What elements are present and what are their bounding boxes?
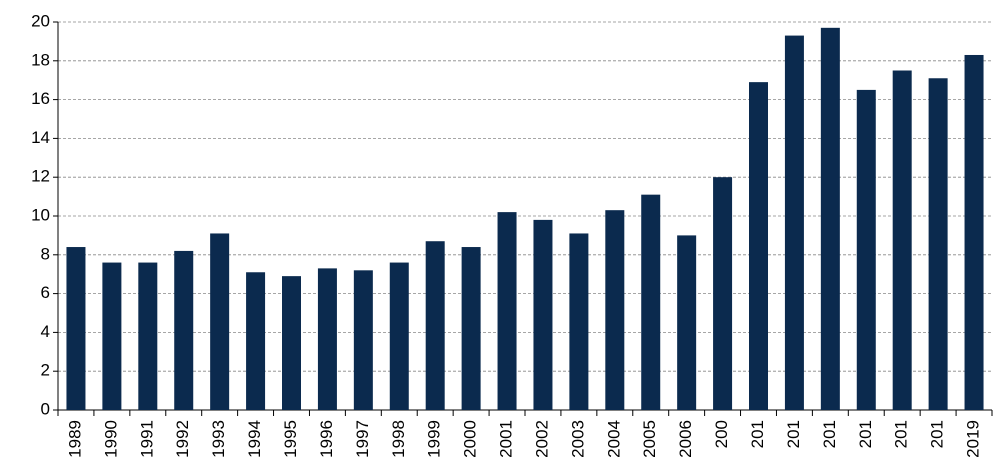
y-tick-label: 20 bbox=[31, 11, 50, 30]
bar bbox=[892, 70, 912, 410]
bar bbox=[497, 212, 517, 410]
bar bbox=[784, 35, 804, 411]
x-tick-label: 1994 bbox=[245, 420, 264, 458]
y-tick-label: 14 bbox=[31, 128, 50, 147]
x-tick-label: 1998 bbox=[389, 420, 408, 458]
y-tick-label: 8 bbox=[41, 244, 50, 263]
bar bbox=[353, 270, 373, 410]
x-tick-label: 1999 bbox=[425, 420, 444, 458]
y-tick-label: 10 bbox=[31, 205, 50, 224]
bar bbox=[174, 250, 194, 410]
bar bbox=[713, 177, 733, 410]
x-tick-label: 1996 bbox=[317, 420, 336, 458]
bar bbox=[641, 194, 661, 410]
y-tick-label: 0 bbox=[41, 399, 50, 418]
bar bbox=[461, 247, 481, 410]
bar bbox=[677, 235, 697, 410]
x-tick-label: 2004 bbox=[604, 420, 623, 458]
x-tick-label: 2019 bbox=[964, 420, 983, 458]
y-tick-label: 16 bbox=[31, 89, 50, 108]
y-tick-label: 2 bbox=[41, 361, 50, 380]
bar bbox=[605, 210, 625, 410]
bar bbox=[425, 241, 445, 410]
x-tick-label: 1991 bbox=[137, 420, 156, 458]
x-tick-label: 1993 bbox=[209, 420, 228, 458]
x-tick-label: 2003 bbox=[568, 420, 587, 458]
bar bbox=[138, 262, 158, 410]
x-tick-label: 201 bbox=[928, 420, 947, 448]
x-tick-label: 2005 bbox=[640, 420, 659, 458]
y-tick-label: 18 bbox=[31, 50, 50, 69]
x-tick-label: 2000 bbox=[461, 420, 480, 458]
x-tick-label: 1997 bbox=[353, 420, 372, 458]
bar bbox=[569, 233, 589, 410]
bar bbox=[66, 247, 86, 410]
bar bbox=[820, 27, 840, 410]
bar bbox=[533, 219, 553, 410]
x-tick-label: 201 bbox=[892, 420, 911, 448]
bar bbox=[856, 89, 876, 411]
x-tick-label: 201 bbox=[856, 420, 875, 448]
x-tick-label: 1989 bbox=[65, 420, 84, 458]
bar bbox=[389, 262, 409, 410]
bar bbox=[749, 82, 768, 410]
bar bbox=[317, 268, 337, 410]
x-tick-label: 2006 bbox=[676, 420, 695, 458]
bar bbox=[210, 233, 230, 410]
x-tick-label: 1995 bbox=[281, 420, 300, 458]
x-tick-label: 200 bbox=[712, 420, 731, 448]
x-tick-label: 2002 bbox=[532, 420, 551, 458]
bar bbox=[964, 54, 984, 410]
x-tick-label: 1990 bbox=[101, 420, 120, 458]
y-tick-label: 4 bbox=[41, 322, 50, 341]
bar bbox=[928, 78, 948, 410]
bar bbox=[246, 272, 266, 410]
x-tick-label: 201 bbox=[820, 420, 839, 448]
y-tick-label: 12 bbox=[31, 167, 50, 186]
bar bbox=[282, 276, 301, 410]
x-tick-label: 1992 bbox=[173, 420, 192, 458]
x-tick-label: 2001 bbox=[497, 420, 516, 458]
x-tick-label: 201 bbox=[784, 420, 803, 448]
x-tick-label: 201 bbox=[748, 420, 767, 448]
y-tick-label: 6 bbox=[41, 283, 50, 302]
bar bbox=[102, 262, 122, 410]
